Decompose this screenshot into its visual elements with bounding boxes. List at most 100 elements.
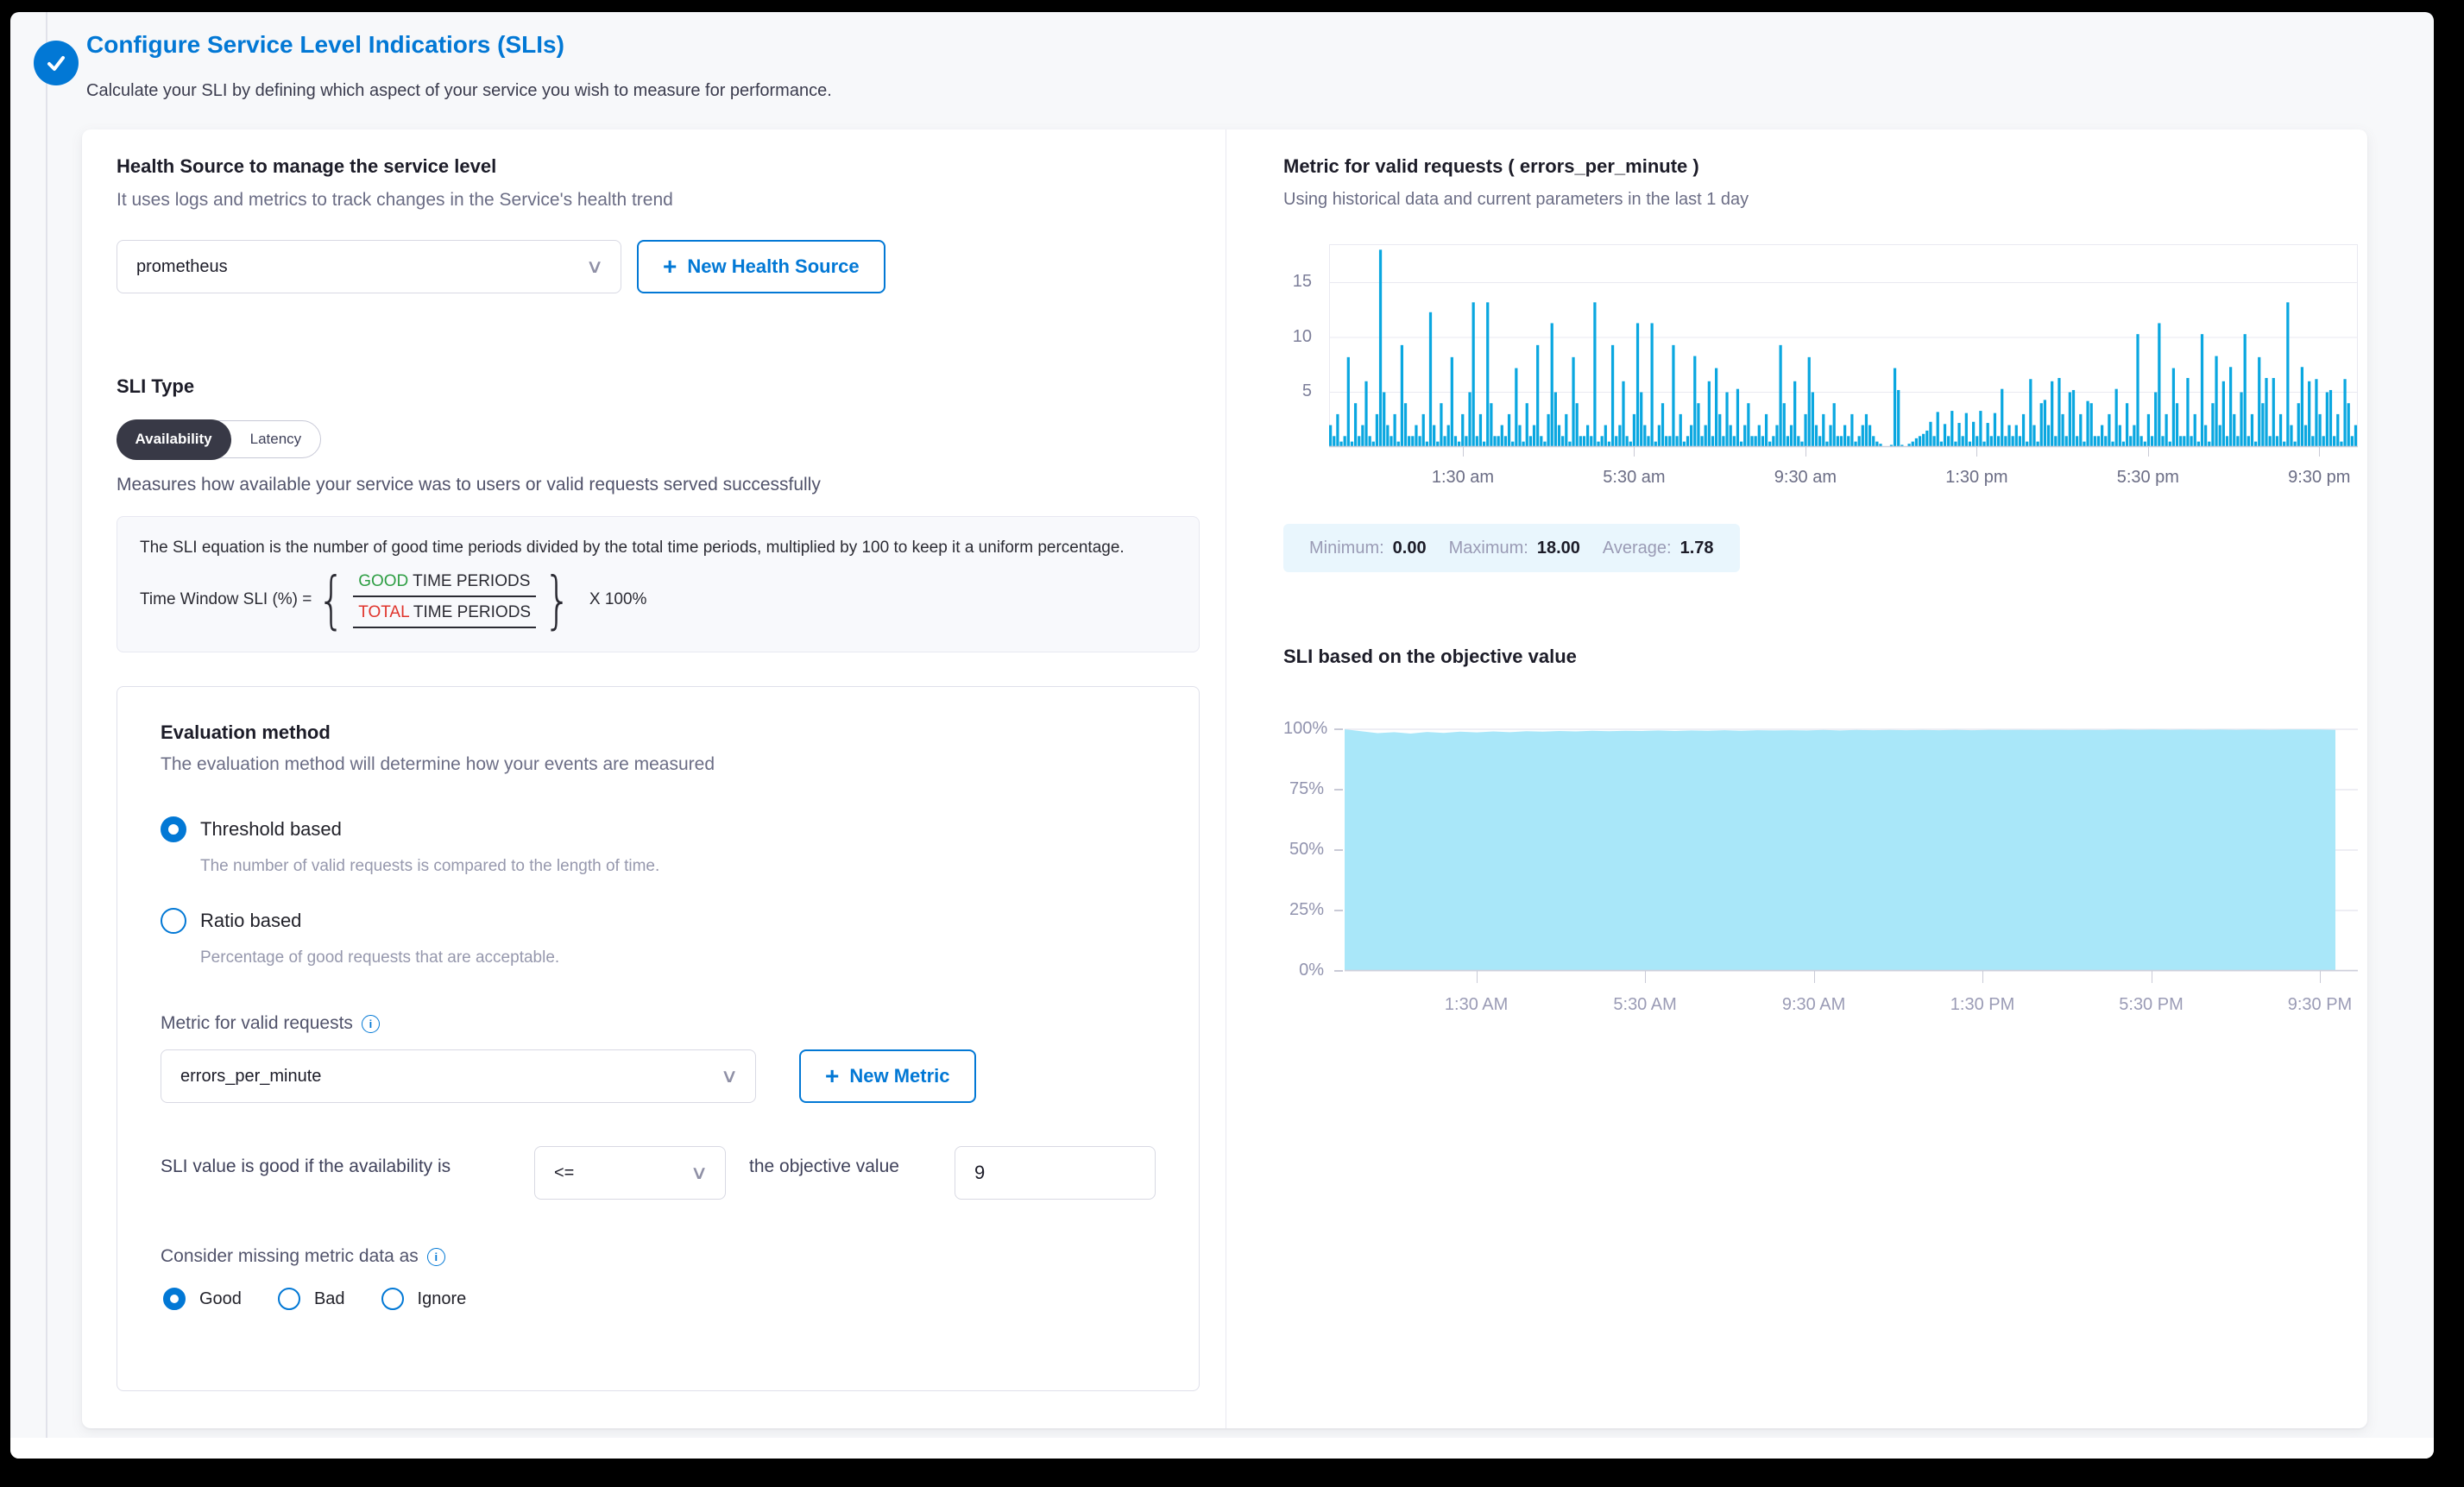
radio-missing-ignore-label[interactable]: Ignore	[417, 1289, 467, 1308]
info-icon[interactable]: i	[361, 1014, 380, 1033]
operator-selected-value: <=	[554, 1163, 575, 1182]
radio-ratio-description: Percentage of good requests that are acc…	[200, 948, 560, 967]
formula-good: GOOD	[358, 571, 409, 590]
stat-min-value: 0.00	[1392, 538, 1427, 558]
radio-ratio-based[interactable]	[161, 908, 186, 934]
chevron-down-icon: ∨	[690, 1162, 709, 1183]
x-axis-label: 1:30 pm	[1945, 468, 2008, 487]
stat-avg-value: 1.78	[1679, 538, 1714, 558]
formula-rhs: X 100%	[589, 590, 647, 609]
x-axis-tick	[1976, 447, 1978, 457]
x-axis-label: 9:30 pm	[2288, 468, 2351, 487]
info-icon[interactable]: i	[426, 1247, 445, 1266]
stat-max-value: 18.00	[1536, 538, 1580, 558]
evaluation-heading: Evaluation method	[161, 721, 331, 743]
radio-threshold-description: The number of valid requests is compared…	[200, 857, 660, 875]
metric-stats-bar: Minimum: 0.00 Maximum: 18.00 Average: 1.…	[1283, 524, 1740, 572]
x-axis-tick	[1813, 971, 1815, 983]
sli-chart-title: SLI based on the objective value	[1283, 646, 1577, 667]
sli-equation-formula: Time Window SLI (%) = { GOOD TIME PERIOD…	[140, 563, 1176, 636]
y-axis-label: 75%	[1289, 779, 1324, 798]
evaluation-method-card: Evaluation method The evaluation method …	[117, 686, 1200, 1391]
condition-middle-text: the objective value	[749, 1156, 899, 1176]
radio-missing-good[interactable]	[163, 1288, 186, 1310]
x-axis-label: 5:30 PM	[2119, 995, 2184, 1014]
operator-select[interactable]: <= ∨	[534, 1146, 726, 1200]
x-axis-tick	[1805, 447, 1806, 457]
metric-chart-plot	[1329, 244, 2358, 448]
check-icon	[47, 56, 65, 71]
chevron-down-icon: ∨	[585, 255, 604, 277]
metric-select[interactable]: errors_per_minute ∨	[161, 1049, 756, 1103]
metric-chart-title: Metric for valid requests ( errors_per_m…	[1283, 155, 1699, 177]
evaluation-description: The evaluation method will determine how…	[161, 754, 715, 774]
new-metric-label: New Metric	[849, 1065, 950, 1087]
objective-value-input[interactable]	[955, 1146, 1156, 1200]
formula-den-rest: TIME PERIODS	[408, 602, 532, 621]
formula-total: TOTAL	[358, 602, 409, 621]
stat-avg-label: Average:	[1602, 538, 1672, 558]
metric-timeseries-chart: 5 10 15 1:30 am 5:30 am 9:30 am 1:30 pm 5:30 pm…	[1283, 244, 2366, 503]
new-health-source-button[interactable]: + New Health Source	[637, 240, 885, 293]
sli-type-option-availability[interactable]: Availability	[116, 419, 231, 460]
y-axis-label: 0%	[1299, 961, 1324, 980]
sli-config-card: Health Source to manage the service leve…	[82, 129, 2367, 1428]
step-complete-badge	[34, 41, 79, 85]
x-axis-label: 9:30 am	[1774, 468, 1837, 487]
y-axis-tick	[1334, 849, 1343, 851]
x-axis-label: 9:30 PM	[2287, 995, 2353, 1014]
x-axis-tick	[2147, 447, 2149, 457]
metric-chart-subtitle: Using historical data and current parame…	[1283, 190, 1749, 209]
y-axis-tick	[1334, 728, 1343, 730]
health-source-select[interactable]: prometheus ∨	[117, 240, 621, 293]
sli-chart-plot	[1345, 728, 2358, 972]
sli-type-option-latency[interactable]: Latency	[249, 431, 302, 447]
page-subtitle: Calculate your SLI by defining which asp…	[86, 81, 832, 100]
sli-equation-text: The SLI equation is the number of good t…	[140, 539, 1125, 557]
sli-type-toggle: Availability Latency	[116, 419, 322, 460]
right-brace: }	[543, 563, 572, 636]
radio-missing-bad-label[interactable]: Bad	[313, 1289, 345, 1308]
sli-area-chart: 100% 75% 50% 25% 0% 1:30 AM 5:30 AM 9:30 AM 1:30…	[1283, 719, 2366, 1040]
y-axis-label: 15	[1292, 272, 1312, 292]
y-axis-label: 25%	[1289, 900, 1324, 919]
y-axis-label: 100%	[1283, 719, 1328, 738]
x-axis-tick	[1476, 971, 1478, 983]
radio-threshold-based[interactable]	[161, 816, 186, 842]
sli-equation-box: The SLI equation is the number of good t…	[117, 516, 1200, 652]
x-axis-tick	[1462, 447, 1464, 457]
radio-missing-good-label[interactable]: Good	[199, 1289, 242, 1308]
x-axis-label: 9:30 AM	[1781, 995, 1846, 1014]
missing-data-options: Good Bad Ignore	[163, 1288, 466, 1310]
metric-valid-requests-label: Metric for valid requests i	[161, 1013, 380, 1034]
x-axis-tick	[2319, 971, 2321, 983]
metric-selected-value: errors_per_minute	[180, 1066, 322, 1086]
formula-fraction: GOOD TIME PERIODS TOTAL TIME PERIODS	[353, 571, 537, 628]
x-axis-tick	[2319, 447, 2321, 457]
radio-missing-ignore[interactable]	[381, 1288, 404, 1310]
bottom-strip	[10, 1438, 2434, 1459]
new-health-source-label: New Health Source	[687, 255, 860, 277]
y-axis-tick	[1334, 970, 1343, 972]
x-axis-label: 1:30 am	[1431, 468, 1495, 487]
y-axis-label: 50%	[1289, 840, 1324, 859]
sli-type-description: Measures how available your service was …	[117, 475, 821, 495]
stat-min-label: Minimum:	[1309, 538, 1384, 558]
y-axis-tick	[1334, 789, 1343, 791]
stat-max-label: Maximum:	[1448, 538, 1528, 558]
formula-lhs: Time Window SLI (%) =	[140, 590, 312, 609]
radio-missing-bad[interactable]	[277, 1288, 300, 1310]
x-axis-label: 5:30 am	[1603, 468, 1666, 487]
left-brace: {	[318, 563, 346, 636]
missing-data-label: Consider missing metric data as i	[161, 1246, 445, 1267]
page-title: Configure Service Level Indicatiors (SLI…	[86, 31, 564, 58]
stepper-line	[46, 12, 47, 1438]
radio-threshold-label[interactable]: Threshold based	[200, 818, 342, 840]
x-axis-tick	[1982, 971, 1984, 983]
health-source-description: It uses logs and metrics to track change…	[117, 190, 673, 210]
new-metric-button[interactable]: + New Metric	[799, 1049, 976, 1103]
x-axis-label: 5:30 AM	[1613, 995, 1677, 1014]
y-axis-tick	[1334, 910, 1343, 911]
radio-ratio-label[interactable]: Ratio based	[200, 910, 302, 931]
x-axis-tick	[1645, 971, 1647, 983]
